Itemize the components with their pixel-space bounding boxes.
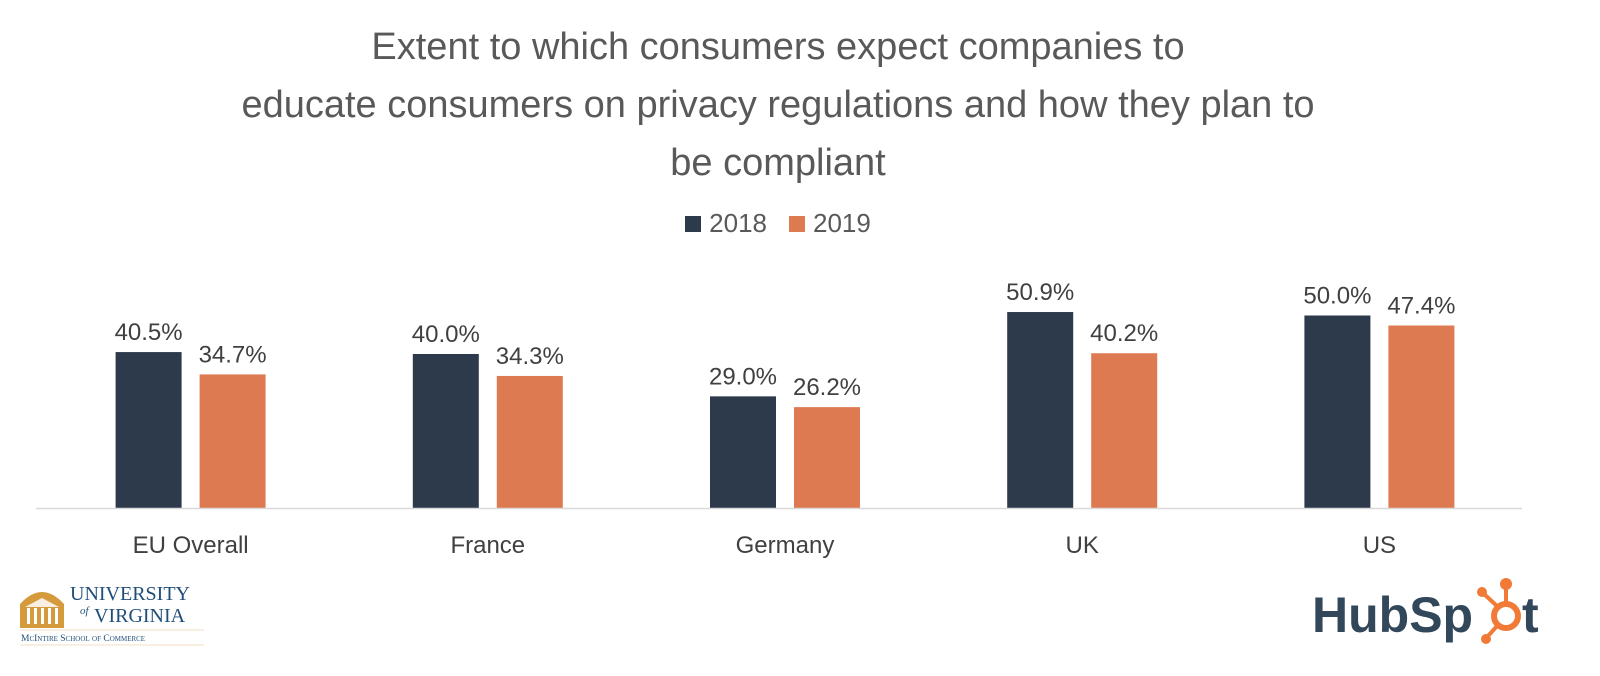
category-label-france: France: [450, 532, 525, 559]
hubspot-text-t: t: [1522, 587, 1539, 643]
bar-us-2018: [1304, 315, 1371, 508]
bars-group: [115, 312, 1455, 508]
legend-swatch-2018: [685, 215, 702, 232]
bar-eu-overall-2019: [199, 374, 266, 508]
legend-item-2019: 2019: [789, 208, 871, 239]
bar-france-2019: [496, 375, 563, 508]
legend-label-2018: 2018: [709, 208, 767, 238]
category-label-eu-overall: EU Overall: [133, 532, 249, 559]
category-label-germany: Germany: [736, 532, 835, 559]
bar-germany-2018: [710, 396, 776, 508]
value-labels-group: 40.5% 34.7% 40.0% 34.3% 29.0% 26.2% 50.9% 40.2%…: [115, 279, 1456, 401]
value-label-france-2019: 34.3%: [496, 343, 564, 370]
chart-title-line-3: be compliant: [670, 142, 886, 184]
legend-label-2019: 2019: [813, 208, 871, 238]
category-labels-group: EU Overall France Germany UK US: [133, 532, 1396, 559]
uva-mcintire-logo: UNIVERSITY of VIRGINIA McIntire School o…: [20, 583, 204, 646]
bar-france-2018: [412, 354, 479, 508]
value-label-eu-overall-2018: 40.5%: [115, 319, 183, 346]
sprocket-icon: [1477, 578, 1521, 644]
bar-uk-2018: [1007, 312, 1074, 508]
uva-university-text: UNIVERSITY: [70, 583, 190, 605]
legend-item-2018: 2018: [685, 208, 767, 239]
chart-title-line-2: educate consumers on privacy regulations…: [241, 84, 1315, 126]
value-label-france-2018: 40.0%: [412, 321, 480, 348]
uva-virginia-text: VIRGINIA: [94, 605, 186, 627]
value-label-germany-2018: 29.0%: [709, 363, 777, 390]
bar-germany-2019: [794, 407, 860, 508]
chart-title: Extent to which consumers expect compani…: [0, 18, 1556, 192]
legend-swatch-2019: [789, 215, 805, 232]
bar-eu-overall-2018: [115, 352, 182, 508]
category-label-us: US: [1363, 532, 1396, 559]
chart-legend: 2018 2019: [0, 208, 1556, 239]
uva-mcintire-text: McIntire School of Commerce: [21, 634, 145, 644]
value-label-uk-2018: 50.9%: [1006, 279, 1074, 306]
hubspot-text: HubSp: [1312, 587, 1473, 643]
chart-title-line-1: Extent to which consumers expect compani…: [371, 26, 1185, 68]
category-label-uk: UK: [1066, 532, 1099, 559]
uva-of-text: of: [80, 605, 91, 617]
value-label-uk-2019: 40.2%: [1090, 320, 1158, 347]
value-label-eu-overall-2019: 34.7%: [199, 341, 267, 368]
value-label-germany-2019: 26.2%: [793, 374, 861, 401]
value-label-us-2018: 50.0%: [1303, 283, 1371, 310]
hubspot-logo: HubSp t: [1312, 578, 1539, 644]
rotunda-icon: [20, 592, 64, 628]
value-label-us-2019: 47.4%: [1387, 293, 1455, 320]
bar-uk-2019: [1091, 353, 1158, 508]
bar-us-2019: [1388, 325, 1455, 508]
